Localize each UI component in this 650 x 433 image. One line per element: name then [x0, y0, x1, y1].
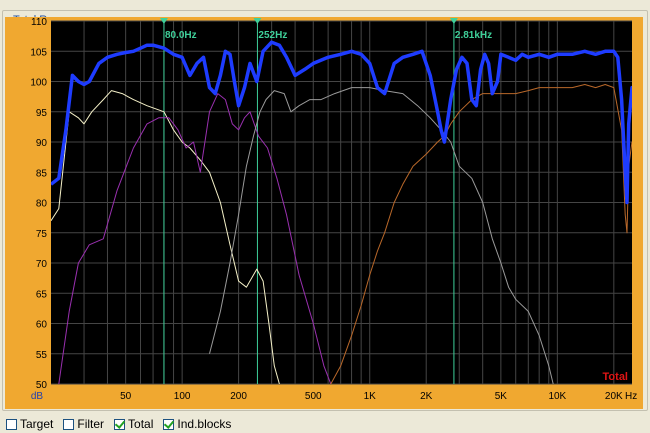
marker-label: 80.0Hz: [165, 30, 197, 41]
x-tick-label: 2K: [420, 391, 433, 402]
marker-label: 252Hz: [258, 30, 287, 41]
y-tick-label: 100: [30, 78, 47, 89]
filter-checkbox-label: Filter: [77, 417, 105, 431]
y-tick-label: 85: [36, 168, 48, 179]
y-tick-label: 75: [36, 229, 48, 240]
y-tick-label: 80: [36, 199, 48, 210]
x-tick-label: 200: [230, 391, 247, 402]
marker-handle: [159, 18, 168, 24]
target-checkbox[interactable]: Target: [6, 416, 53, 432]
total-checkbox-box[interactable]: [114, 418, 126, 430]
ind-blocks-checkbox-label: Ind.blocks: [177, 417, 232, 431]
total-checkbox-label: Total: [128, 417, 154, 431]
target-checkbox-label: Target: [20, 417, 54, 431]
y-tick-label: 70: [36, 259, 48, 270]
y-tick-label: 105: [30, 47, 47, 58]
y-tick-label: 50: [36, 380, 48, 391]
filter-checkbox[interactable]: Filter: [63, 416, 104, 432]
frequency-response-chart: 50 55 60 65 70 75 80 85 90 95 100 105 110 50 100 200 500…: [5, 17, 643, 409]
total-corner-label: Total: [603, 371, 628, 383]
x-tick-label: 100: [174, 391, 191, 402]
y-tick-label: 60: [36, 320, 48, 331]
x-tick-label: 20K: [605, 391, 623, 402]
y-tick-label: 95: [36, 108, 48, 119]
series-block2: [58, 93, 332, 384]
marker-handle: [449, 18, 458, 24]
series-total: [51, 40, 632, 205]
series-block1: [51, 90, 280, 384]
y-tick-label: 90: [36, 138, 48, 149]
y-tick-label: 65: [36, 289, 48, 300]
filter-checkbox-box[interactable]: [63, 418, 75, 430]
series-block4: [330, 84, 632, 384]
ind-blocks-checkbox[interactable]: Ind.blocks: [163, 416, 231, 432]
marker-handle: [253, 18, 262, 24]
x-tick-label: 1K: [364, 391, 377, 402]
marker-label: 2.81kHz: [455, 30, 492, 41]
target-checkbox-box[interactable]: [6, 418, 17, 430]
x-tick-label: 50: [120, 391, 132, 402]
total-checkbox[interactable]: Total: [114, 416, 153, 432]
x-unit-label: Hz: [625, 391, 637, 402]
y-tick-label: 110: [31, 17, 47, 28]
ind-blocks-checkbox-box[interactable]: [163, 418, 175, 430]
x-tick-label: 5K: [495, 391, 508, 402]
display-options: Target Filter Total Ind.blocks: [6, 416, 231, 432]
y-unit-label: dB: [31, 391, 44, 402]
x-tick-label: 500: [305, 391, 322, 402]
x-tick-label: 10K: [548, 391, 566, 402]
y-tick-label: 55: [36, 350, 48, 361]
